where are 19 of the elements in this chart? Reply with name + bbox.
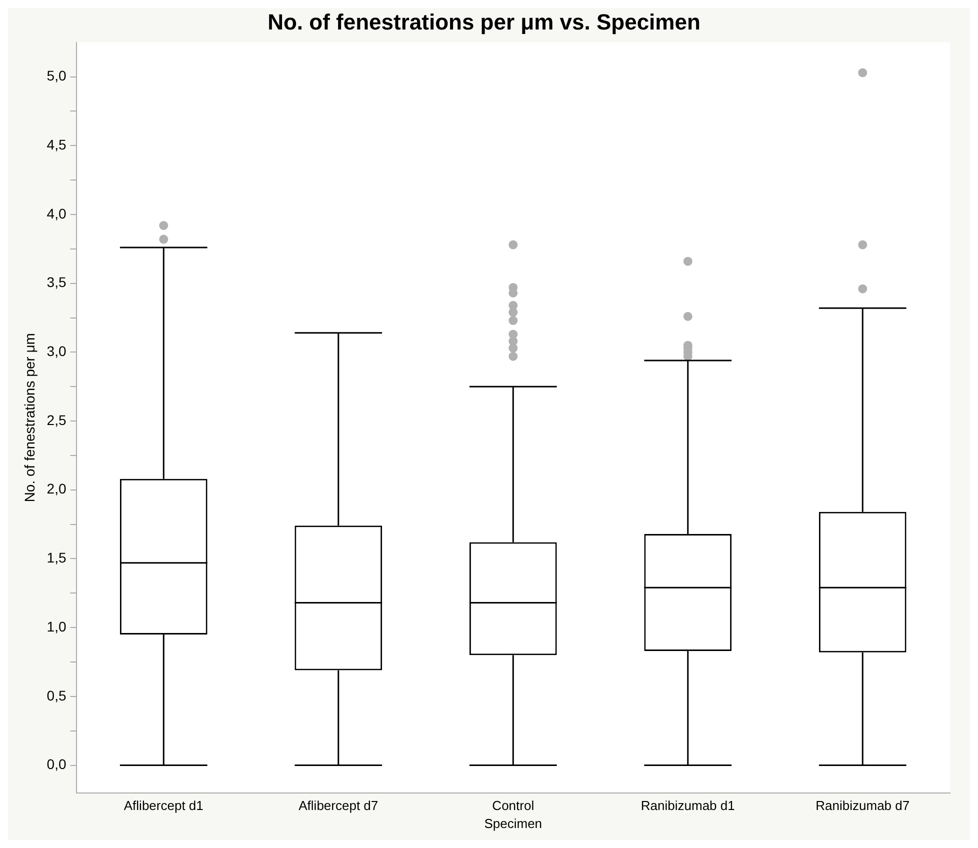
y-tick-label: 4,0 bbox=[46, 205, 66, 222]
y-tick-label: 3,5 bbox=[46, 274, 66, 290]
y-tick-label: 0,0 bbox=[46, 756, 66, 772]
x-tick-label: Aflibercept d1 bbox=[124, 798, 204, 814]
y-axis-title: No. of fenestrations per μm bbox=[21, 333, 38, 502]
y-tick-label: 1,0 bbox=[46, 618, 66, 634]
y-tick-label: 0,5 bbox=[46, 687, 66, 704]
y-tick-label: 3,0 bbox=[46, 343, 66, 360]
x-tick-label: Control bbox=[492, 798, 534, 814]
y-tick-label: 5,0 bbox=[46, 68, 66, 84]
y-tick-label: 4,5 bbox=[46, 136, 66, 153]
y-tick-label: 1,5 bbox=[46, 550, 66, 566]
x-tick-label: Ranibizumab d7 bbox=[816, 798, 910, 814]
x-tick-label: Ranibizumab d1 bbox=[640, 798, 735, 814]
chart-title: No. of fenestrations per μm vs. Specimen bbox=[268, 9, 700, 34]
x-tick-label: Aflibercept d7 bbox=[298, 798, 378, 814]
y-tick-label: 2,5 bbox=[46, 412, 66, 428]
y-tick-label: 2,0 bbox=[46, 480, 66, 497]
x-axis-title: Specimen bbox=[484, 816, 542, 831]
